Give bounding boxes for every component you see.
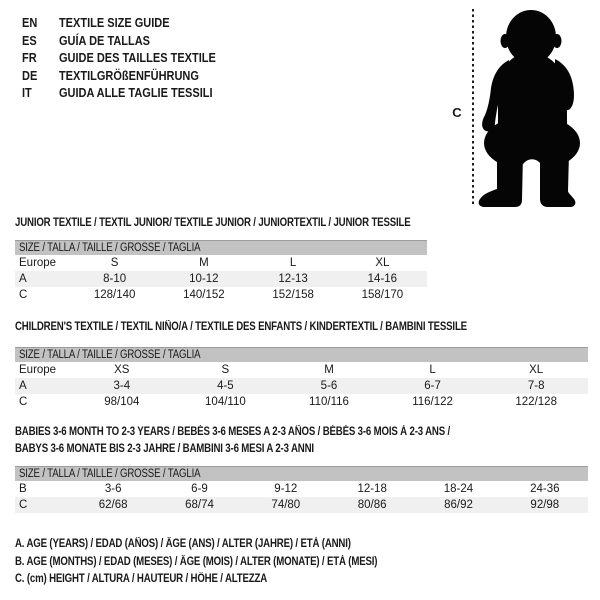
value-cell: 9-12 (274, 483, 298, 495)
language-title-list: EN TEXTILE SIZE GUIDE ES GUÍA DE TALLAS … (22, 15, 242, 103)
value-cell: 10-12 (159, 271, 249, 287)
size-header-text: SIZE / TALLA / TAILLE / GRÖSSE / TAGLIA (19, 349, 201, 361)
row-label: C (19, 289, 28, 301)
lang-title: TEXTILGRÖßENFÜHRUNG (58, 68, 199, 83)
row-label: B (19, 483, 27, 495)
lang-code: DE (22, 68, 38, 83)
row-label: C (19, 396, 28, 408)
value-cell: 140/152 (183, 289, 225, 301)
size-cell: XL (375, 257, 390, 269)
value-cell: 8-10 (70, 271, 160, 287)
babies-table-title: BABIES 3-6 MONTH TO 2-3 YEARS / BEBÉS 3-… (15, 424, 533, 458)
row-label: A (15, 271, 70, 287)
size-cell: XS (114, 364, 130, 376)
size-cell: L (289, 257, 297, 269)
lang-row-fr: FR GUIDE DES TAILLES TEXTILE (22, 50, 216, 68)
lang-code: EN (22, 16, 38, 30)
value-cell: 92/98 (501, 497, 588, 513)
table-row-europe: Europe XS S M L XL (15, 362, 588, 378)
value-cell: 6-7 (380, 378, 485, 394)
footnote-legend: A. AGE (YEARS) / EDAD (AÑOS) / ÂGE (ANS)… (15, 536, 446, 589)
value-cell: 158/170 (361, 289, 404, 301)
value-cell: 3-4 (70, 378, 174, 394)
value-cell: 86/92 (415, 497, 502, 513)
table-row-age-months: B 3-6 6-9 9-12 12-18 18-24 24-36 (15, 481, 588, 497)
table-row-age: A 8-10 10-12 12-13 14-16 (15, 271, 427, 287)
footnote-text: A. AGE (YEARS) / EDAD (AÑOS) / ÂGE (ANS)… (15, 538, 351, 550)
title-text: CHILDREN'S TEXTILE / TEXTIL NIÑO/A / TEX… (15, 321, 467, 333)
value-cell: 7-8 (484, 378, 588, 394)
lang-code: FR (22, 51, 37, 65)
value-cell: 128/140 (93, 289, 136, 301)
size-header-text: SIZE / TALLA / TAILLE / GRÖSSE / TAGLIA (19, 242, 201, 254)
babies-size-table: SIZE / TALLA / TAILLE / GRÖSSE / TAGLIA … (15, 466, 588, 513)
value-cell: 110/116 (309, 396, 349, 408)
lang-row-en: EN TEXTILE SIZE GUIDE (22, 15, 216, 33)
lang-title: GUIDA ALLE TAGLIE TESSILI (58, 86, 213, 100)
value-cell: 12-18 (357, 483, 387, 495)
value-cell: 12-13 (248, 271, 338, 287)
row-label: Europe (19, 257, 57, 269)
value-cell: 18-24 (443, 483, 474, 495)
lang-title: GUÍA DE TALLAS (58, 33, 151, 48)
lang-title: GUIDE DES TAILLES TEXTILE (58, 51, 216, 65)
lang-row-it: IT GUIDA ALLE TAGLIE TESSILI (22, 85, 216, 103)
table-row-europe: Europe S M L XL (15, 255, 427, 271)
size-cell: M (199, 257, 209, 269)
junior-table-title: JUNIOR TEXTILE / TEXTIL JUNIOR/ TEXTILE … (15, 215, 486, 232)
value-cell: 80/86 (328, 497, 416, 513)
title-text-line1: BABIES 3-6 MONTH TO 2-3 YEARS / BEBÉS 3-… (15, 426, 451, 438)
row-label: C (15, 497, 70, 513)
title-text-line2: BABYS 3-6 MONATE BIS 2-3 JAHRE / BAMBINI… (15, 443, 314, 455)
children-table-title: CHILDREN'S TEXTILE / TEXTIL NIÑO/A / TEX… (15, 319, 553, 336)
toddler-silhouette-icon (478, 10, 580, 207)
size-header-band: SIZE / TALLA / TAILLE / GRÖSSE / TAGLIA (15, 240, 427, 255)
size-cell: S (221, 364, 230, 376)
size-cell: XL (529, 364, 544, 376)
lang-code: IT (22, 86, 32, 100)
table-row-height: C 98/104 104/110 110/116 116/122 122/128 (15, 394, 588, 410)
footnote-text: C. (cm) HEIGHT / ALTURA / HAUTEUR / HÖHE… (15, 573, 268, 585)
size-header-band: SIZE / TALLA / TAILLE / GRÖSSE / TAGLIA (15, 347, 588, 362)
height-measure-label: C (452, 105, 462, 120)
value-cell: 14-16 (337, 271, 427, 287)
value-cell: 74/80 (242, 497, 329, 513)
lang-row-de: DE TEXTILGRÖßENFÜHRUNG (22, 68, 216, 86)
table-row-age: A 3-4 4-5 5-6 6-7 7-8 (15, 378, 588, 394)
size-header-text: SIZE / TALLA / TAILLE / GRÖSSE / TAGLIA (19, 468, 201, 480)
value-cell: 62/68 (70, 497, 157, 513)
size-cell: M (324, 364, 334, 376)
value-cell: 122/128 (515, 396, 557, 408)
footnote-text: B. AGE (MONTHS) / EDAD (MESES) / ÂGE (MO… (15, 555, 378, 568)
table-row-height: C 62/68 68/74 74/80 80/86 86/92 92/98 (15, 497, 588, 513)
footnote-age-months: B. AGE (MONTHS) / EDAD (MESES) / ÂGE (MO… (15, 554, 446, 572)
lang-row-es: ES GUÍA DE TALLAS (22, 33, 216, 51)
value-cell: 104/110 (205, 396, 246, 408)
value-cell: 152/158 (272, 289, 314, 301)
value-cell: 24-36 (530, 483, 560, 495)
size-cell: S (110, 257, 119, 269)
children-size-table: SIZE / TALLA / TAILLE / GRÖSSE / TAGLIA … (15, 347, 588, 410)
value-cell: 6-9 (191, 483, 208, 495)
junior-size-table: SIZE / TALLA / TAILLE / GRÖSSE / TAGLIA … (15, 240, 427, 303)
value-cell: 5-6 (277, 378, 381, 394)
value-cell: 98/104 (104, 396, 140, 408)
lang-title: TEXTILE SIZE GUIDE (58, 16, 170, 30)
footnote-height-cm: C. (cm) HEIGHT / ALTURA / HAUTEUR / HÖHE… (15, 571, 446, 589)
table-row-height: C 128/140 140/152 152/158 158/170 (15, 287, 427, 303)
footnote-age-years: A. AGE (YEARS) / EDAD (AÑOS) / ÂGE (ANS)… (15, 536, 446, 554)
lang-code: ES (22, 33, 37, 48)
value-cell: 68/74 (156, 497, 243, 513)
title-text: JUNIOR TEXTILE / TEXTIL JUNIOR/ TEXTILE … (15, 217, 411, 229)
row-label: A (15, 378, 70, 394)
height-dashed-line (472, 9, 474, 207)
size-header-band: SIZE / TALLA / TAILLE / GRÖSSE / TAGLIA (15, 466, 588, 481)
size-cell: L (429, 364, 436, 376)
value-cell: 3-6 (104, 483, 122, 495)
value-cell: 116/122 (412, 396, 453, 408)
row-label: Europe (19, 364, 57, 376)
value-cell: 4-5 (173, 378, 278, 394)
